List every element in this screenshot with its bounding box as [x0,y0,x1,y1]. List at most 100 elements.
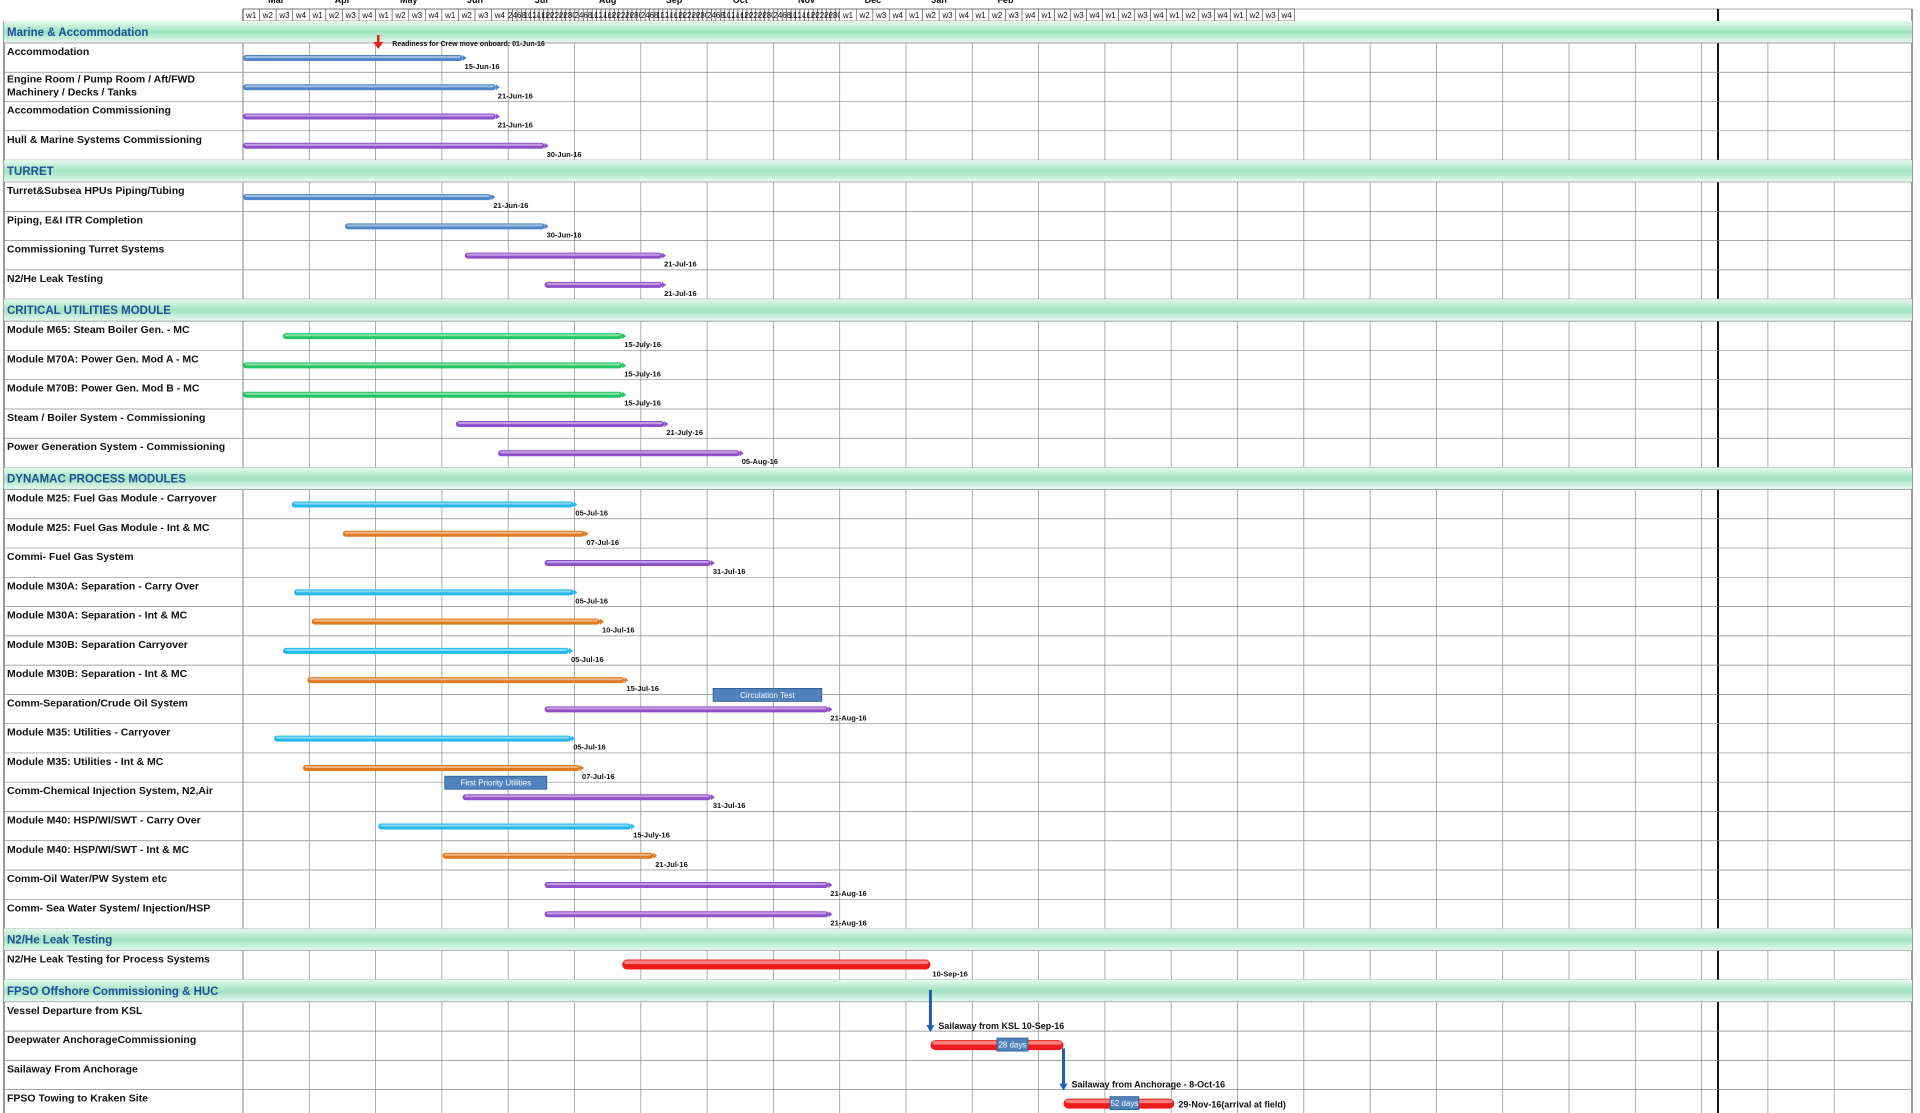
task-label-line2: Machinery / Decks / Tanks [7,86,137,98]
task-label: Comm-Separation/Crude Oil System [7,697,188,709]
task-bar [282,333,627,340]
header-cell-label: 28 [829,11,838,20]
annotation-box [712,688,823,702]
header-cell-label: 12 [528,11,537,20]
header-cell-label: w2 [925,11,937,20]
header-cell-label: 2 [574,11,579,20]
header-cell-label: w2 [1248,11,1260,20]
header-cell-label: w4 [1280,11,1292,20]
header-cell-label: 26 [559,11,568,20]
task-bar [544,882,833,889]
header-cell-label: 24 [555,11,564,20]
header-cell-label: 22 [550,11,559,20]
task-bar-body [294,589,574,596]
header-cell-label: 14 [532,11,541,20]
header-cell-label: 4 [513,11,518,20]
header-cell-label: 18 [541,11,550,20]
task-bar-body [282,647,569,654]
task-bar-body [544,882,829,889]
header-cell-label: w2 [1120,11,1132,20]
header-cell-label: 16 [537,11,546,20]
section-band [4,467,1912,490]
task-label: Vessel Departure from KSL [7,1005,143,1017]
header-cell-label: 20 [811,11,820,20]
task-bar-body [311,618,601,625]
header-cell-label: w3 [345,11,357,20]
section-band [4,979,1912,1002]
bar-end-label: 21-Aug-16 [830,713,866,722]
task-label: Comm-Oil Water/PW System etc [7,873,167,885]
chart-grid [3,9,1913,1113]
task-bar-highlight [245,195,490,198]
task-bar-arrow [571,735,576,742]
task-label: Comm-Chemical Injection System, N2,Air [7,785,213,797]
header-cell-label: 22 [749,11,758,20]
task-bar-arrow [624,677,629,684]
header-cell-label: 24 [687,11,696,20]
task-label: Steam / Boiler System - Commissioning [7,412,205,424]
task-label: Module M35: Utilities - Carryover [7,727,170,739]
task-bar-body [282,333,623,340]
task-label: Commissioning Turret Systems [7,244,165,256]
task-bar-arrow [495,84,500,91]
bar-end-label: 21-Jun-16 [498,91,533,100]
header-cell-label: w1 [1232,11,1244,20]
task-bar-arrow [568,647,573,654]
task-bar [243,362,627,369]
task-bar-arrow [739,450,744,457]
task-bar [544,281,667,288]
milestone-label: Readiness for Crew move onboard: 01-Jun-… [392,41,545,48]
header-cell-label: 8 [521,11,526,20]
header-cell-label: 4 [778,11,783,20]
task-bar [498,450,744,457]
task-bar-highlight [245,114,494,117]
task-bar-body [464,252,663,259]
header-cell-label: 16 [603,11,612,20]
task-bar-arrow [710,560,715,567]
task-bar-arrow [495,113,500,120]
task-label: Deepwater AnchorageCommissioning [7,1034,196,1046]
header-cell-label: 6 [716,11,721,20]
month-label: Oct [733,0,748,5]
bar-end-label: 30-Jun-16 [547,150,582,159]
task-bar-body [243,113,496,120]
header-cell-label: w2 [461,11,473,20]
header-cell-label: 8 [654,11,659,20]
month-label: Jun [467,0,483,5]
task-bar [462,794,715,801]
task-bar [345,223,549,230]
header-cell-label: 30 [833,11,842,20]
task-label: Module M30A: Separation - Int & MC [7,610,188,622]
bar-end-label: 05-Jul-16 [575,596,608,605]
header-cell-label: 2 [707,11,712,20]
task-bar-body [345,223,545,230]
task-bar-highlight [284,334,621,337]
header-cell-label: 28 [563,11,572,20]
header-cell-label: 10 [590,11,599,20]
task-bar [243,55,467,61]
header-cell-label: 16 [802,11,811,20]
header-cell-label: 20 [612,11,621,20]
header-cell-label: 22 [616,11,625,20]
bar-end-label: 10-Jul-16 [602,626,635,635]
annotation-box-label: 52 days [1110,1099,1138,1108]
header-cell-label: w1 [974,11,986,20]
task-bar-arrow [584,530,589,537]
header-cell-label: 10 [789,11,798,20]
task-bar-highlight [444,853,652,856]
task-bar-arrow [662,252,667,259]
section-band [4,21,1912,43]
task-label: Module M25: Fuel Gas Module - Int & MC [7,522,210,534]
header-cell-label: 14 [798,11,807,20]
task-bar-body [307,677,625,684]
header-cell-label: 2 [641,11,646,20]
task-label: N2/He Leak Testing [7,273,103,285]
header-cell-label: 6 [782,11,787,20]
bar-end-label: 05-Jul-16 [571,655,604,664]
task-bar-highlight [344,531,583,534]
timeline-header: Mar Apr May Jun Jul Aug Sep Oct Nov Dec Jan Feb w1 w2… [0,0,1920,22]
header-cell-label: 26 [824,11,833,20]
header-cell-label: 18 [608,11,617,20]
header-cell-label: w4 [1088,11,1100,20]
header-cell-label: 6 [583,11,588,20]
